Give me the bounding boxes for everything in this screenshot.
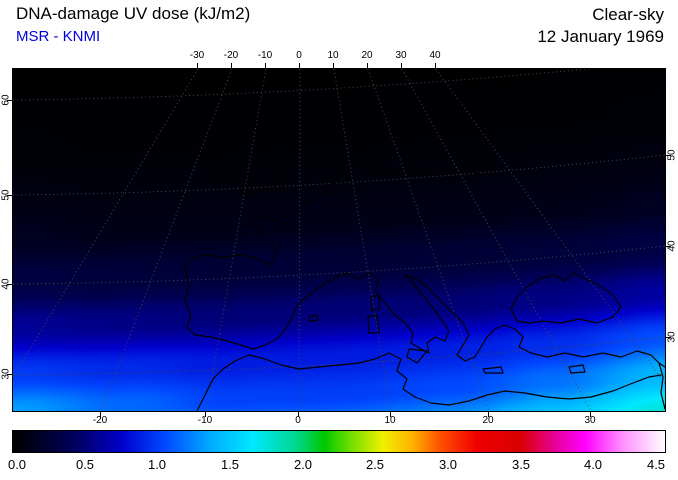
colorbar-label: 2.5 [365,457,385,472]
colorbar-label: 1.5 [220,457,240,472]
top-axis-tick [197,63,198,68]
right-axis-tick [666,155,671,156]
colorbar [12,430,666,453]
colorbar-label: 4.5 [646,457,666,472]
top-axis-label: 20 [361,50,373,61]
coastline-ireland [210,148,244,180]
top-axis-tick [367,63,368,68]
top-axis-tick [401,63,402,68]
bottom-axis-tick [298,412,299,417]
right-axis-tick [666,337,671,338]
coastline-italy-balkans-greece [324,272,516,362]
top-axis-tick [231,63,232,68]
top-axis-tick [333,63,334,68]
header-right: Clear-sky 12 January 1969 [537,4,664,48]
left-axis-tick [7,100,12,101]
graticule [13,69,665,411]
top-axis-tick [265,63,266,68]
coastlines [184,69,665,411]
bottom-axis-label: 10 [384,415,396,426]
coastline-sardinia [367,314,380,334]
bottom-axis-tick [205,412,206,417]
colorbar-label: 1.0 [147,457,167,472]
bottom-axis-label: -10 [197,415,213,426]
coastline-iberia [184,254,326,350]
coastline-britain [238,104,298,196]
map-canvas [13,69,665,411]
coastline-crete [482,366,504,374]
coastline-sicily [406,348,428,364]
top-axis-label: 10 [327,50,339,61]
coastline-gulf-of-finland [494,114,558,124]
coastline-cyprus [568,364,586,374]
right-axis-tick [666,246,671,247]
map-frame [12,68,666,412]
colorbar-label: 4.0 [583,457,603,472]
top-axis-label: 40 [429,50,441,61]
coastline-france-lowlands [250,128,378,266]
bottom-axis-label: 0 [295,415,301,426]
page-title: DNA-damage UV dose (kJ/m2) [16,4,251,23]
bottom-axis-tick [390,412,391,417]
top-axis-label: -10 [257,50,273,61]
coastline-balearics [308,314,319,322]
colorbar-label: 2.0 [293,457,313,472]
source-label: MSR - KNMI [16,28,101,45]
bottom-axis-tick [488,412,489,417]
top-axis-label: 30 [395,50,407,61]
bottom-axis-label: 20 [482,415,494,426]
map-overlay-svg [13,69,665,411]
date-label: 12 January 1969 [537,27,664,46]
coastline-corsica [370,294,380,312]
coastline-scandinavia [338,69,470,162]
bottom-axis-tick [590,412,591,417]
left-axis-tick [7,284,12,285]
left-axis-tick [7,374,12,375]
coastline-baltic [376,69,500,178]
coastline-levant-south [658,362,665,410]
top-axis-label: 0 [296,50,302,61]
bottom-axis-label: -20 [92,415,108,426]
coastline-black-sea [510,272,622,324]
top-axis-tick [435,63,436,68]
bottom-axis-tick [100,412,101,417]
top-axis-label: -30 [189,50,205,61]
colorbar-label: 0.0 [7,457,27,472]
colorbar-label: 3.5 [511,457,531,472]
condition-label: Clear-sky [592,5,664,24]
coastline-turkey-levant [514,328,665,368]
top-axis-tick [299,63,300,68]
colorbar-label: 0.5 [75,457,95,472]
bottom-axis-label: 30 [584,415,596,426]
top-axis-label: -20 [223,50,239,61]
left-axis-tick [7,195,12,196]
colorbar-label: 3.0 [438,457,458,472]
coastline-north-africa [196,352,662,411]
